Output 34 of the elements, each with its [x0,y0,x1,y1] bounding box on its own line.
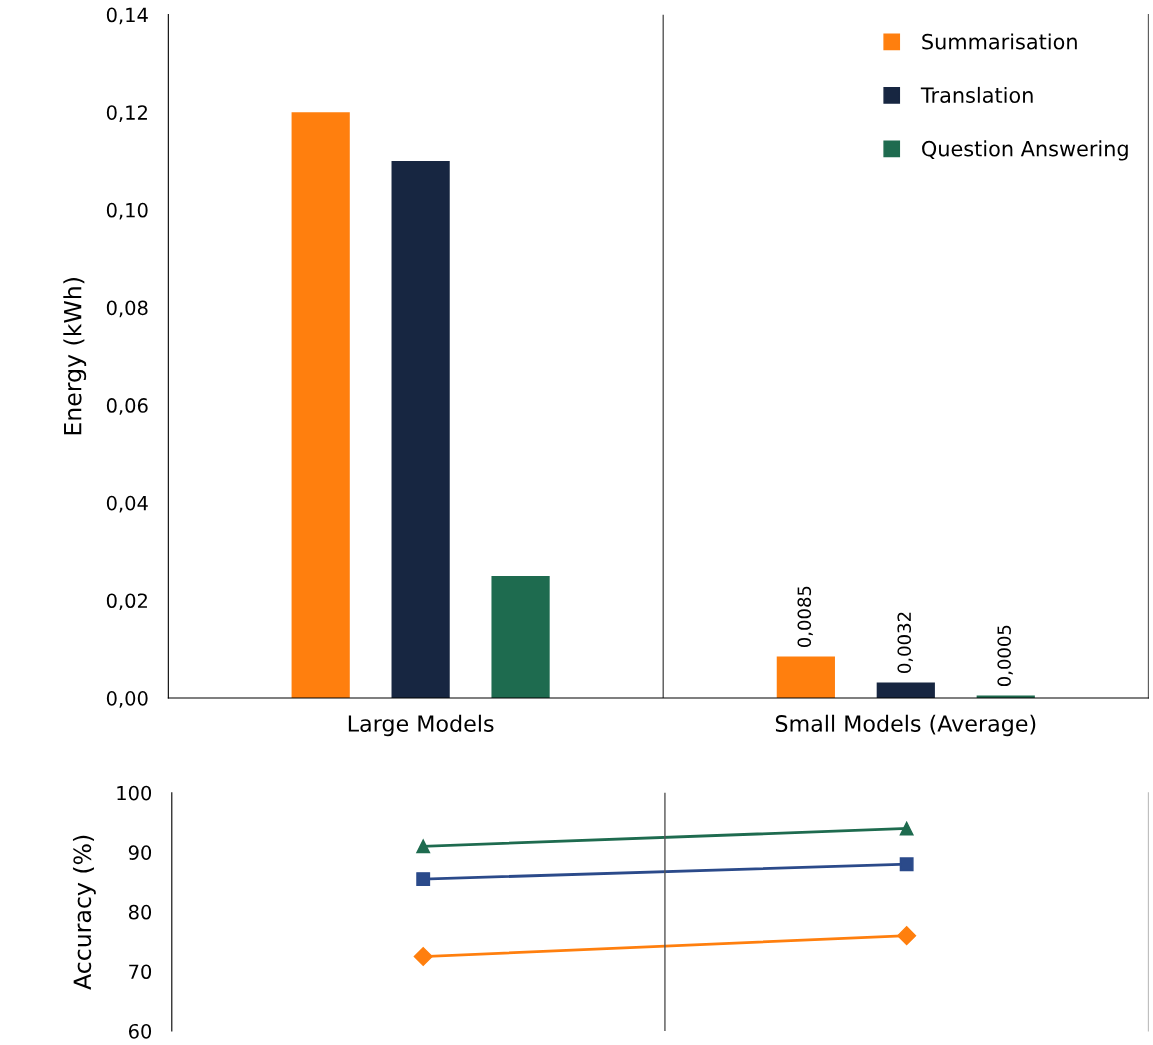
y-tick-label: 60 [128,1023,152,1039]
bar [491,576,550,699]
y-tick-label: 0,10 [106,202,148,220]
y-axis-title: Energy (kWh) [63,278,87,435]
point [413,947,433,967]
y-tick-label: 0,02 [106,593,147,611]
data-label: 0,0032 [897,612,913,673]
bar [291,112,350,699]
point [899,857,914,872]
data-label: 0,0085 [797,586,813,648]
y-tick-label: 100 [117,785,152,801]
y-tick-label: 0,04 [106,495,148,513]
y-tick-label: 0,06 [106,398,148,415]
point [416,839,431,854]
y-tick-label: 70 [129,964,152,980]
y-tick-label: 0,14 [106,7,148,25]
point [416,872,431,887]
bar [776,656,835,699]
y-tick-label: 0,08 [106,300,148,318]
legend-label: Summarisation [922,33,1077,50]
point [897,926,917,946]
y-tick-label: 80 [128,904,152,920]
y-axis-title: Accuracy (%) [72,835,96,990]
y-tick-label: 0,00 [106,691,148,708]
bar [876,682,935,699]
point [899,821,914,836]
x-tick-label: Large Models [348,714,494,737]
data-label: 0,0005 [997,625,1013,687]
x-tick-label: Small Models (Average) [775,714,1036,737]
legend-label: Translation [920,86,1033,103]
legend-label: Question Answering [922,140,1128,161]
bar [391,161,450,699]
y-tick-label: 90 [128,845,152,860]
y-tick-label: 0,12 [106,105,147,122]
